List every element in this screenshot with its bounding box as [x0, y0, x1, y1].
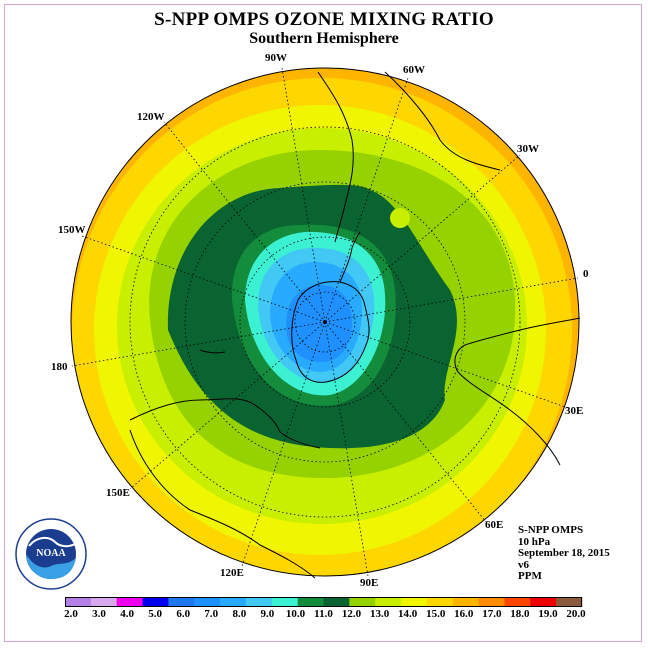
colorbar-tick-label: 17.0 [482, 608, 502, 620]
colorbar-tick-label: 18.0 [510, 608, 530, 620]
info-instrument: S-NPP OMPS [518, 524, 584, 536]
colorbar-labels: 2.0 3.0 4.0 5.0 6.0 7.0 8.0 9.0 10.0 11.0 12.0 13.0… [0, 608, 648, 622]
graticule [71, 67, 579, 577]
colorbar-tick-label: 10.0 [285, 608, 306, 620]
map-title: S-NPP OMPS OZONE MIXING RATIO [154, 9, 494, 30]
colorbar-swatch [65, 597, 92, 607]
colorbar-border [65, 597, 582, 607]
colorbar-swatch [194, 597, 221, 607]
colorbar-swatch [556, 597, 583, 607]
colorbar-swatch [271, 597, 298, 607]
colorbar-tick-label: 20.0 [566, 608, 586, 620]
colorbar-swatch [90, 597, 117, 607]
colorbar-swatch [116, 597, 143, 607]
colorbar [65, 597, 583, 607]
colorbar-tick-label: 4.0 [120, 608, 134, 620]
colorbar-swatch [142, 597, 169, 607]
colorbar-tick-label: 6.0 [176, 608, 191, 620]
colorbar-swatch [375, 597, 402, 607]
lon-label-90w: 90W [265, 52, 287, 64]
colorbar-tick-label: 2.0 [64, 608, 78, 620]
info-units: PPM [518, 570, 542, 582]
colorbar-swatch [323, 597, 350, 607]
colorbar-swatch [297, 597, 324, 607]
colorbar-tick-label: 3.0 [92, 608, 106, 620]
colorbar-swatch [168, 597, 195, 607]
noaa-logo: NOAA [15, 518, 87, 590]
colorbar-tick-label: 11.0 [314, 608, 333, 620]
lon-label-90e: 90E [360, 577, 378, 589]
colorbar-tick-label: 9.0 [260, 608, 275, 620]
lon-label-150w: 150W [58, 224, 86, 236]
south-pole-marker [323, 320, 327, 324]
colorbar-tick-label: 13.0 [369, 608, 390, 620]
colorbar-tick-label: 8.0 [232, 608, 247, 620]
info-date: September 18, 2015 [518, 547, 610, 559]
colorbar-tick-label: 19.0 [538, 608, 558, 620]
noaa-logo-text: NOAA [36, 548, 66, 559]
colorbar-swatch [349, 597, 376, 607]
map-boundary [70, 67, 580, 577]
colorbar-tick-label: 14.0 [398, 608, 418, 620]
colorbar-swatch [452, 597, 479, 607]
colorbar-swatch [220, 597, 247, 607]
lon-label-180: 180 [51, 361, 68, 373]
lon-label-120e: 120E [220, 567, 244, 579]
lon-label-30e: 30E [565, 405, 583, 417]
colorbar-swatch [426, 597, 454, 607]
colorbar-tick-label: 15.0 [426, 608, 446, 620]
coastlines [129, 71, 581, 579]
lon-label-150e: 150E [106, 487, 130, 499]
colorbar-swatch [530, 597, 557, 607]
lon-label-30w: 30W [517, 143, 539, 155]
colorbar-swatch [478, 597, 505, 607]
map-subtitle: Southern Hemisphere [249, 30, 399, 47]
colorbar-tick-label: 7.0 [204, 608, 219, 620]
colorbar-swatch [504, 597, 531, 607]
lon-label-120w: 120W [137, 111, 165, 123]
info-panel: S-NPP OMPS 10 hPa September 18, 2015 v6 … [518, 524, 610, 583]
lon-label-60w: 60W [403, 64, 425, 76]
colorbar-tick-label: 5.0 [148, 608, 163, 620]
info-version: v6 [518, 558, 529, 571]
colorbar-tick-label: 16.0 [454, 608, 474, 620]
colorbar-swatch [245, 597, 273, 607]
colorbar-swatch [401, 597, 428, 607]
lon-label-0: 0 [583, 268, 589, 280]
lon-label-60e: 60E [485, 519, 503, 531]
colorbar-tick-label: 12.0 [341, 608, 362, 620]
info-level: 10 hPa [518, 535, 551, 548]
ozone-field [71, 68, 579, 576]
figure-frame [4, 4, 642, 642]
